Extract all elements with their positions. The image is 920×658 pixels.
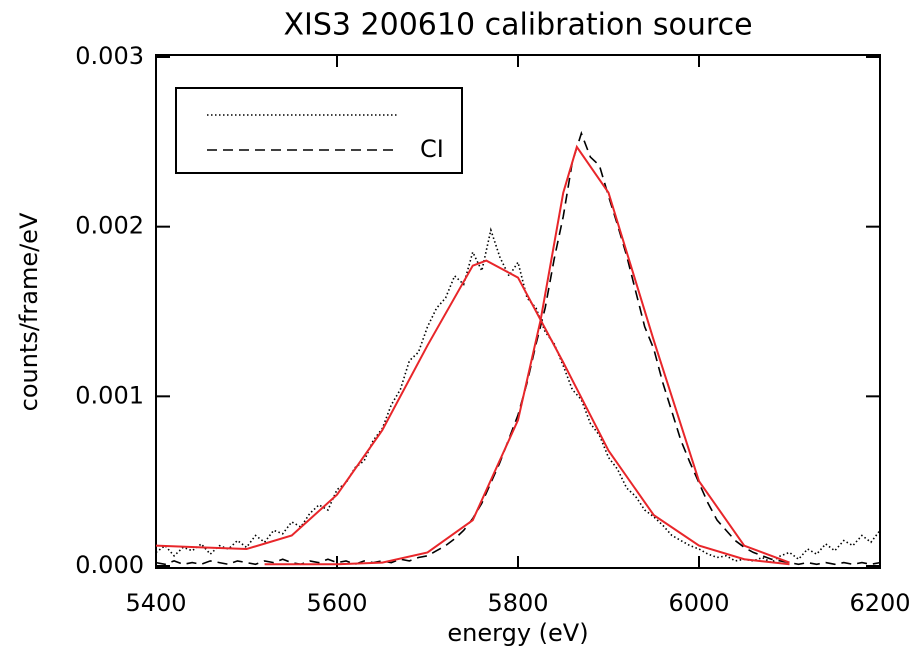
y-tick-label: 0.002 <box>75 212 144 240</box>
y-tick-label: 0.001 <box>75 381 144 409</box>
legend-label: CI <box>420 135 444 163</box>
legend-box <box>175 87 463 174</box>
fit-line <box>264 144 790 566</box>
y-tick-label: 0.003 <box>75 42 144 70</box>
data-line <box>155 130 881 566</box>
x-tick-label: 5800 <box>487 589 548 617</box>
y-axis-label: counts/frame/eV <box>15 212 43 411</box>
x-axis-label: energy (eV) <box>447 619 588 647</box>
x-tick-label: 5600 <box>306 589 367 617</box>
x-tick-label: 5400 <box>125 589 186 617</box>
y-tick-label: 0.000 <box>75 551 144 579</box>
x-tick-label: 6200 <box>849 589 910 617</box>
chart-title: XIS3 200610 calibration source <box>283 8 752 43</box>
fit-line <box>155 259 790 566</box>
x-tick-label: 6000 <box>668 589 729 617</box>
data-line <box>155 227 881 564</box>
